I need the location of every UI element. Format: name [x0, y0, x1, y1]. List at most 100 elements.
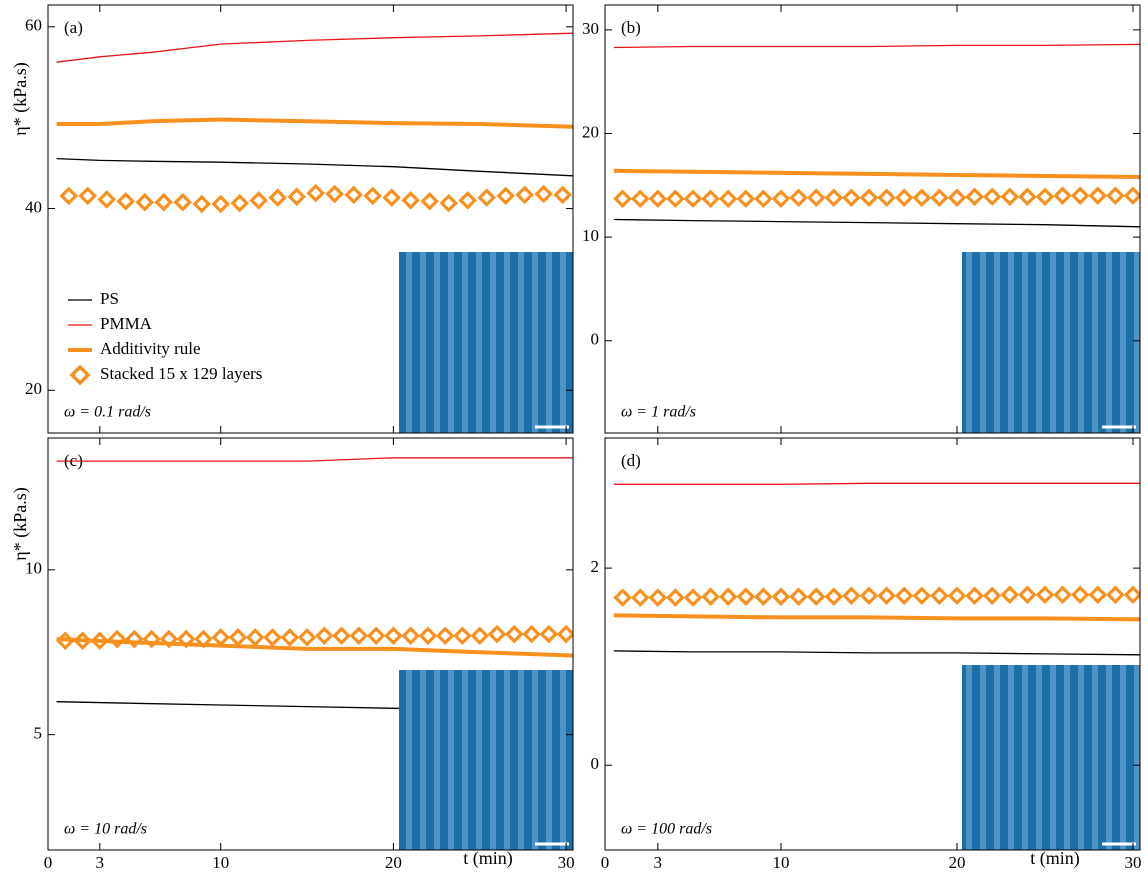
diamond-marker	[1056, 189, 1070, 203]
series-line	[614, 171, 1140, 177]
diamond-marker	[1091, 189, 1105, 203]
legend-label: Stacked 15 x 129 layers	[100, 364, 262, 383]
diamond-marker	[756, 590, 770, 604]
series-line	[614, 220, 1140, 227]
x-tick-label: 30	[1124, 853, 1141, 872]
figure: 20 40 60 (a) ω = 0.1 rad/s η* (kPa.s) PS PMMA Ad…	[0, 0, 1148, 873]
diamond-marker	[347, 188, 361, 202]
diamond-marker	[421, 629, 435, 643]
plot-area	[614, 44, 1140, 226]
diamond-marker	[862, 589, 876, 603]
legend-label: PS	[100, 289, 119, 308]
diamond-marker	[1108, 588, 1122, 602]
y-tick-label: 60	[25, 16, 42, 35]
diamond-marker	[721, 590, 735, 604]
series-line	[614, 483, 1140, 484]
diamond-marker	[119, 194, 133, 208]
diamond-marker	[537, 187, 551, 201]
y-tick-label: 30	[582, 19, 599, 38]
diamond-marker	[932, 589, 946, 603]
x-tick-label: 30	[558, 853, 575, 872]
diamond-marker	[231, 630, 245, 644]
diamond-marker	[968, 190, 982, 204]
diamond-marker	[507, 627, 521, 641]
diamond-marker	[1126, 588, 1140, 602]
plot-area	[57, 33, 573, 211]
panel-label: (c)	[64, 451, 83, 470]
series-line	[57, 120, 573, 127]
series-line	[614, 615, 1140, 619]
series-line	[57, 33, 573, 62]
diamond-marker	[157, 195, 171, 209]
diamond-marker	[404, 629, 418, 643]
y-tick-label: 20	[582, 122, 599, 141]
diamond-marker	[1108, 189, 1122, 203]
x-tick-label: 10	[212, 853, 229, 872]
diamond-marker	[455, 629, 469, 643]
diamond-marker	[283, 630, 297, 644]
diamond-marker	[968, 589, 982, 603]
diamond-marker	[480, 191, 494, 205]
y-tick-label: 0	[591, 330, 600, 349]
legend-label: PMMA	[100, 314, 153, 333]
series-line	[57, 458, 573, 461]
diamond-marker	[1003, 588, 1017, 602]
diamond-marker	[950, 191, 964, 205]
diamond-marker	[792, 590, 806, 604]
annotation: ω = 0.1 rad/s	[64, 404, 151, 421]
diamond-marker	[616, 192, 630, 206]
inset-image	[399, 252, 573, 433]
x-tick-label: 20	[948, 853, 965, 872]
legend-marker	[72, 367, 88, 383]
diamond-marker	[499, 189, 513, 203]
annotation: ω = 10 rad/s	[64, 821, 147, 838]
diamond-marker	[518, 188, 532, 202]
diamond-marker	[739, 192, 753, 206]
inset-image	[962, 252, 1140, 433]
legend-label: Additivity rule	[100, 339, 201, 358]
diamond-marker	[442, 196, 456, 210]
diamond-marker	[704, 590, 718, 604]
diamond-marker	[897, 191, 911, 205]
diamond-marker	[1038, 190, 1052, 204]
y-tick-label: 20	[25, 379, 42, 398]
diamond-marker	[556, 188, 570, 202]
annotation: ω = 100 rad/s	[621, 821, 712, 838]
y-tick-label: 0	[591, 754, 600, 773]
diamond-marker	[809, 191, 823, 205]
diamond-marker	[423, 194, 437, 208]
diamond-marker	[1020, 588, 1034, 602]
x-tick-label: 0	[601, 853, 610, 872]
diamond-marker	[110, 632, 124, 646]
diamond-marker	[844, 191, 858, 205]
y-tick-label: 40	[25, 197, 42, 216]
y-axis-label: η* (kPa.s)	[10, 487, 31, 560]
diamond-marker	[827, 191, 841, 205]
diamond-marker	[1020, 190, 1034, 204]
diamond-marker	[290, 190, 304, 204]
diamond-marker	[704, 192, 718, 206]
series-line	[614, 44, 1140, 47]
diamond-marker	[252, 193, 266, 207]
diamond-marker	[248, 630, 262, 644]
x-tick-label: 3	[654, 853, 663, 872]
panel-label: (b)	[621, 18, 641, 37]
diamond-marker	[721, 192, 735, 206]
diamond-marker	[490, 627, 504, 641]
diamond-marker	[233, 196, 247, 210]
diamond-marker	[633, 192, 647, 206]
diamond-marker	[62, 189, 76, 203]
diamond-marker	[651, 192, 665, 206]
diamond-marker	[461, 193, 475, 207]
plot-area	[614, 483, 1140, 655]
panel-label: (a)	[64, 18, 83, 37]
diamond-marker	[1073, 588, 1087, 602]
diamond-marker	[739, 590, 753, 604]
diamond-marker	[317, 629, 331, 643]
diamond-marker	[774, 590, 788, 604]
diamond-marker	[880, 589, 894, 603]
diamond-marker	[1091, 588, 1105, 602]
diamond-marker	[651, 591, 665, 605]
diamond-marker	[214, 197, 228, 211]
diamond-marker	[1056, 588, 1070, 602]
